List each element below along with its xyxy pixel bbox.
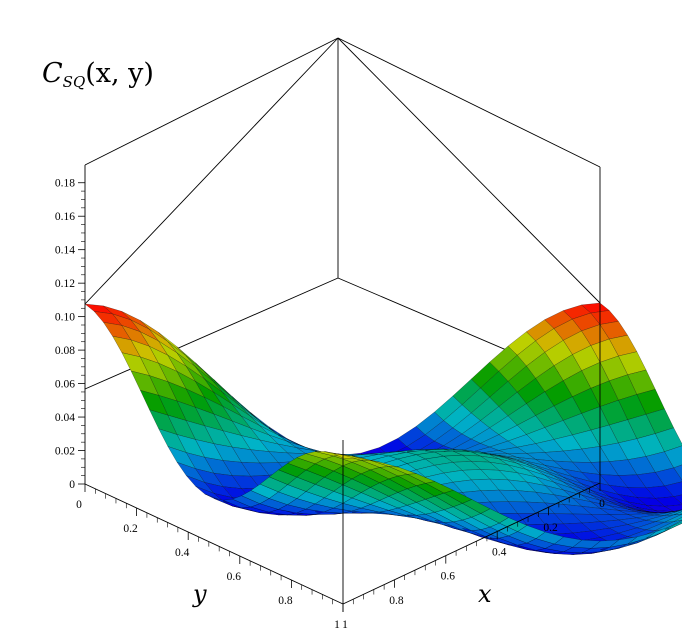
y-tick-label: 1 (334, 619, 340, 631)
z-tick-label: 0.04 (55, 412, 75, 424)
box-edge-back (337, 37, 601, 304)
surface-patch (664, 445, 682, 469)
surface-patch (673, 516, 682, 522)
z-tick-label: 0 (69, 479, 75, 491)
x-tick-label: 0.4 (492, 546, 507, 558)
surface-patch (664, 509, 682, 516)
x-tick-label: 0.6 (441, 571, 456, 583)
axis-ticks: 0 0.02 0.04 0.06 0.08 0.10 0.12 0.14 0.16 0.18 0 0.… (55, 178, 605, 631)
y-tick-label: 0.6 (227, 571, 242, 583)
box-edge-front (84, 483, 344, 605)
z-tick-label: 0.16 (55, 211, 75, 223)
bounding-box-front (84, 37, 601, 605)
title-subscript: SQ (62, 73, 86, 91)
x-tick-label: 0.2 (543, 522, 558, 534)
z-tick-label: 0.10 (55, 312, 75, 324)
x-tick-label: 0.8 (389, 595, 404, 607)
box-edge-front (342, 482, 601, 605)
z-tick-label: 0.14 (55, 245, 75, 257)
box-edge-back (84, 37, 339, 305)
surface-patch (673, 464, 682, 481)
surface-mesh (84, 302, 682, 555)
y-axis-label: y (192, 580, 207, 608)
z-tick-label: 0.06 (55, 379, 75, 391)
surface-patch (664, 513, 682, 523)
z-tick-label: 0.02 (55, 446, 75, 458)
y-tick-label: 0.8 (278, 595, 293, 607)
title-args: (x, y) (85, 58, 154, 89)
title-main: C (42, 58, 63, 89)
x-tick-label: 1 (342, 619, 348, 631)
surface-patch (655, 513, 682, 523)
surface-patch (654, 496, 682, 507)
surface-patch (673, 511, 682, 516)
y-tick-label: 0 (76, 499, 82, 511)
bounding-box-back (84, 37, 601, 391)
surface-patch (664, 509, 682, 513)
x-axis-label: x (478, 580, 492, 608)
surface-patch (663, 504, 682, 512)
chart-title: CSQ(x, y) (42, 58, 154, 91)
surface-patch (673, 494, 682, 505)
z-tick-label: 0.08 (55, 345, 75, 357)
z-tick-label: 0.12 (55, 278, 75, 290)
y-tick-label: 0.2 (123, 523, 138, 535)
surface-patch (673, 509, 682, 512)
surface-patch (654, 467, 682, 487)
box-edge-front (84, 37, 339, 166)
surface-patch (664, 521, 682, 532)
x-tick-label: 0 (599, 498, 605, 510)
z-tick-label: 0.18 (55, 178, 75, 190)
box-edge-front (337, 37, 601, 168)
surface-patch (664, 481, 682, 497)
surface-patch (654, 427, 682, 453)
box-edge-back (84, 277, 339, 390)
y-tick-label: 0.4 (175, 547, 190, 559)
